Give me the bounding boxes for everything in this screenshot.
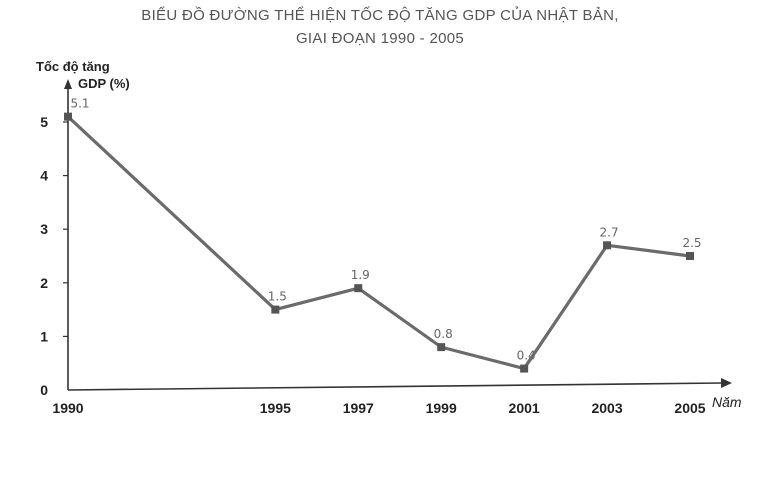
y-tick-label: 4 (40, 168, 48, 184)
chart-title-line2: GIAI ĐOẠN 1990 - 2005 (296, 30, 464, 47)
data-label: 5.1 (70, 97, 89, 111)
series-group (64, 112, 694, 373)
data-point (520, 364, 529, 373)
series-line (66, 115, 692, 371)
data-label: 1.5 (268, 290, 287, 304)
data-point (603, 241, 612, 250)
y-axis-arrow (64, 79, 72, 89)
y-tick-group: 0 1 2 3 4 5 (40, 114, 68, 398)
y-tick-label: 3 (40, 221, 48, 237)
y-axis-label-line2: GDP (%) (78, 76, 130, 91)
x-tick-label: 1999 (426, 400, 457, 416)
data-point (437, 343, 446, 352)
data-label-group: 5.1 1.5 1.9 0.8 0.4 2.7 2.5 (70, 97, 701, 363)
x-axis-line (67, 382, 723, 391)
x-tick-label: 2005 (674, 400, 705, 416)
x-tick-group: 1990 1995 1997 1999 2001 2003 2005 (52, 400, 705, 416)
chart-title-line1: BIỂU ĐỒ ĐƯỜNG THỂ HIỆN TỐC ĐỘ TĂNG GDP C… (141, 6, 618, 24)
data-point (686, 252, 694, 260)
data-label: 0.8 (434, 327, 453, 341)
data-label: 2.5 (682, 236, 701, 250)
data-point (354, 284, 363, 293)
data-label: 2.7 (600, 225, 619, 239)
x-tick-label: 2001 (509, 400, 540, 416)
data-point (64, 112, 72, 121)
y-axis-label-line1: Tốc độ tăng (36, 59, 110, 74)
x-axis-arrow (721, 378, 732, 388)
x-tick-label: 1995 (260, 400, 291, 416)
y-tick-label: 1 (40, 328, 48, 344)
data-point (271, 305, 280, 314)
x-tick-label: 1990 (52, 400, 83, 416)
y-tick-label: 5 (40, 114, 48, 130)
x-tick-label: 2003 (591, 400, 622, 416)
y-tick-label: 2 (40, 275, 48, 291)
data-label: 1.9 (351, 268, 370, 282)
x-axis-name: Năm (712, 394, 742, 410)
x-tick-label: 1997 (343, 400, 374, 416)
y-tick-label: 0 (40, 382, 48, 398)
data-label: 0.4 (517, 349, 536, 363)
